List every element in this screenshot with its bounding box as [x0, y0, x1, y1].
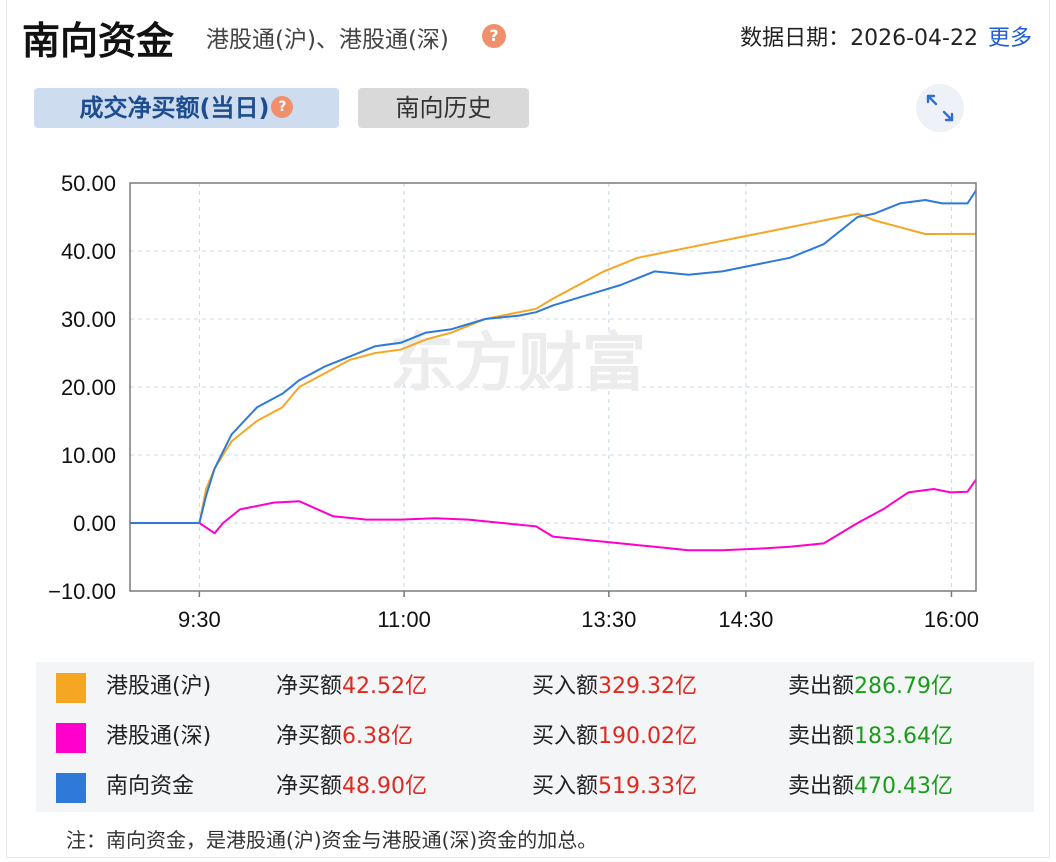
- tab-label: 南向历史: [395, 94, 492, 122]
- legend-swatch: [56, 773, 86, 803]
- buy-amount: 买入额329.32亿: [532, 662, 697, 712]
- chart-series: [130, 189, 977, 552]
- buy-label: 买入额: [532, 674, 599, 699]
- net-buy: 净买额42.52亿: [276, 662, 427, 712]
- series-line-1: [130, 479, 977, 552]
- x-tick-label: 9:30: [178, 607, 221, 632]
- tab-label: 成交净买额(当日): [79, 94, 270, 122]
- buy-amount: 买入额519.33亿: [532, 762, 697, 812]
- footnote: 注：南向资金，是港股通(沪)资金与港股通(深)资金的加总。: [66, 828, 598, 852]
- more-link[interactable]: 更多: [987, 26, 1032, 51]
- sell-label: 卖出额: [788, 724, 855, 749]
- series-name: 港股通(深): [106, 724, 212, 749]
- date-label: 数据日期：: [740, 26, 851, 51]
- data-date: 数据日期：2026-04-22 更多: [740, 20, 1032, 52]
- buy-value: 190.02亿: [598, 724, 697, 749]
- plot-border: [129, 182, 977, 592]
- y-tick-label: −10.00: [48, 579, 116, 604]
- date-value: 2026-04-22: [850, 26, 978, 51]
- y-tick-label: 50.00: [61, 171, 116, 196]
- sell-amount: 卖出额286.79亿: [788, 662, 953, 712]
- sell-label: 卖出额: [788, 774, 855, 799]
- legend-row-sz: 港股通(深) 净买额6.38亿 买入额190.02亿 卖出额183.64亿: [36, 712, 1034, 762]
- sell-amount: 卖出额183.64亿: [788, 712, 953, 762]
- buy-amount: 买入额190.02亿: [532, 712, 697, 762]
- help-icon[interactable]: ?: [271, 96, 294, 118]
- net-value: 6.38亿: [342, 724, 414, 749]
- legend-row-total: 南向资金 净买额48.90亿 买入额519.33亿 卖出额470.43亿: [36, 762, 1034, 812]
- y-axis-ticks: 50.00 40.00 30.00 20.00 10.00 0.00 −10.00: [48, 171, 116, 604]
- series-line-0: [130, 212, 977, 524]
- help-icon[interactable]: ?: [482, 24, 506, 48]
- line-chart: 东方财富 50.00 40.00 30.00 20.00 10.00 0.00 −10.00…: [48, 171, 979, 632]
- buy-label: 买入额: [532, 774, 599, 799]
- net-value: 48.90亿: [342, 774, 427, 799]
- legend-swatch: [56, 673, 86, 703]
- net-label: 净买额: [276, 674, 343, 699]
- net-buy: 净买额6.38亿: [276, 712, 413, 762]
- panel-frame: [6, 0, 1050, 858]
- tab-net-buy-today[interactable]: 成交净买额(当日)?: [34, 88, 339, 128]
- net-label: 净买额: [276, 724, 343, 749]
- watermark-text: 东方财富: [390, 327, 646, 399]
- buy-value: 519.33亿: [598, 774, 697, 799]
- sell-amount: 卖出额470.43亿: [788, 762, 953, 812]
- buy-value: 329.32亿: [598, 674, 697, 699]
- net-buy: 净买额48.90亿: [276, 762, 427, 812]
- header: 南向资金 港股通(沪)、港股通(深) ? 数据日期：2026-04-22 更多: [22, 8, 1032, 63]
- net-value: 42.52亿: [342, 674, 427, 699]
- subtitle-text: 港股通(沪)、港股通(深): [206, 27, 449, 53]
- legend-swatch: [56, 723, 86, 753]
- y-tick-label: 40.00: [61, 239, 116, 264]
- y-tick-label: 20.00: [61, 375, 116, 400]
- expand-button[interactable]: [916, 84, 964, 132]
- sell-value: 470.43亿: [854, 774, 953, 799]
- sell-value: 183.64亿: [854, 724, 953, 749]
- expand-arrows-icon: [926, 94, 954, 122]
- y-tick-label: 0.00: [73, 511, 116, 536]
- net-label: 净买额: [276, 774, 343, 799]
- x-tick-label: 14:30: [718, 607, 773, 632]
- x-tick-label: 13:30: [581, 607, 636, 632]
- x-tick-label: 11:00: [377, 607, 430, 632]
- x-tick-label: 16:00: [924, 607, 979, 632]
- y-tick-label: 30.00: [61, 307, 116, 332]
- buy-label: 买入额: [532, 724, 599, 749]
- y-tick-label: 10.00: [61, 443, 116, 468]
- legend-table: 港股通(沪) 净买额42.52亿 买入额329.32亿 卖出额286.79亿 港…: [36, 662, 1034, 812]
- page-subtitle: 港股通(沪)、港股通(深) ?: [206, 20, 506, 54]
- series-name: 港股通(沪): [106, 674, 212, 699]
- series-name: 南向资金: [106, 774, 195, 799]
- sell-value: 286.79亿: [854, 674, 953, 699]
- page-title: 南向资金: [22, 19, 175, 63]
- series-line-2: [130, 189, 977, 524]
- sell-label: 卖出额: [788, 674, 855, 699]
- x-axis-ticks: 9:30 11:00 13:30 14:30 16:00: [178, 591, 979, 632]
- legend-row-sh: 港股通(沪) 净买额42.52亿 买入额329.32亿 卖出额286.79亿: [36, 662, 1034, 712]
- tab-southbound-history[interactable]: 南向历史: [358, 88, 529, 128]
